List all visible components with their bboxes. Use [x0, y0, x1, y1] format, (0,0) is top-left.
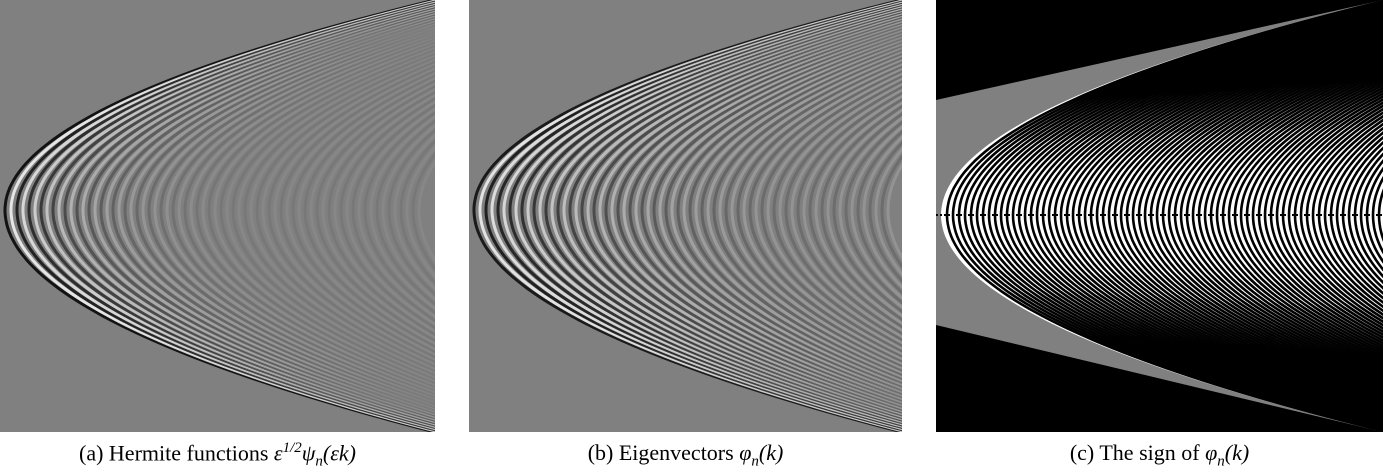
caption-label: (c): [1070, 440, 1094, 465]
caption-math: (k): [759, 440, 783, 465]
caption-math: n: [1217, 453, 1225, 469]
caption-math: (εk): [323, 440, 356, 465]
caption-math: ε: [274, 440, 283, 465]
caption-math: ψ: [302, 440, 316, 465]
caption-math: (k): [1225, 440, 1249, 465]
caption: (b) Eigenvectors φn(k): [588, 440, 784, 470]
caption: (c) The sign of φn(k): [1070, 440, 1249, 470]
caption: (a) Hermite functions ε1/2ψn(εk): [79, 440, 356, 471]
caption-text: The sign of: [1099, 440, 1199, 465]
caption-math: φ: [739, 440, 751, 465]
caption-label: (a): [79, 440, 103, 465]
caption-math: n: [315, 454, 323, 470]
caption-math: φ: [1205, 440, 1217, 465]
caption-label: (b): [588, 440, 614, 465]
caption-text: Eigenvectors: [619, 440, 734, 465]
caption-math: 1/2: [283, 440, 302, 456]
panel-image: [936, 0, 1383, 432]
figure: (a) Hermite functions ε1/2ψn(εk)(b) Eige…: [0, 0, 1383, 476]
caption-text: Hermite functions: [109, 440, 268, 465]
panels: [0, 0, 1383, 436]
